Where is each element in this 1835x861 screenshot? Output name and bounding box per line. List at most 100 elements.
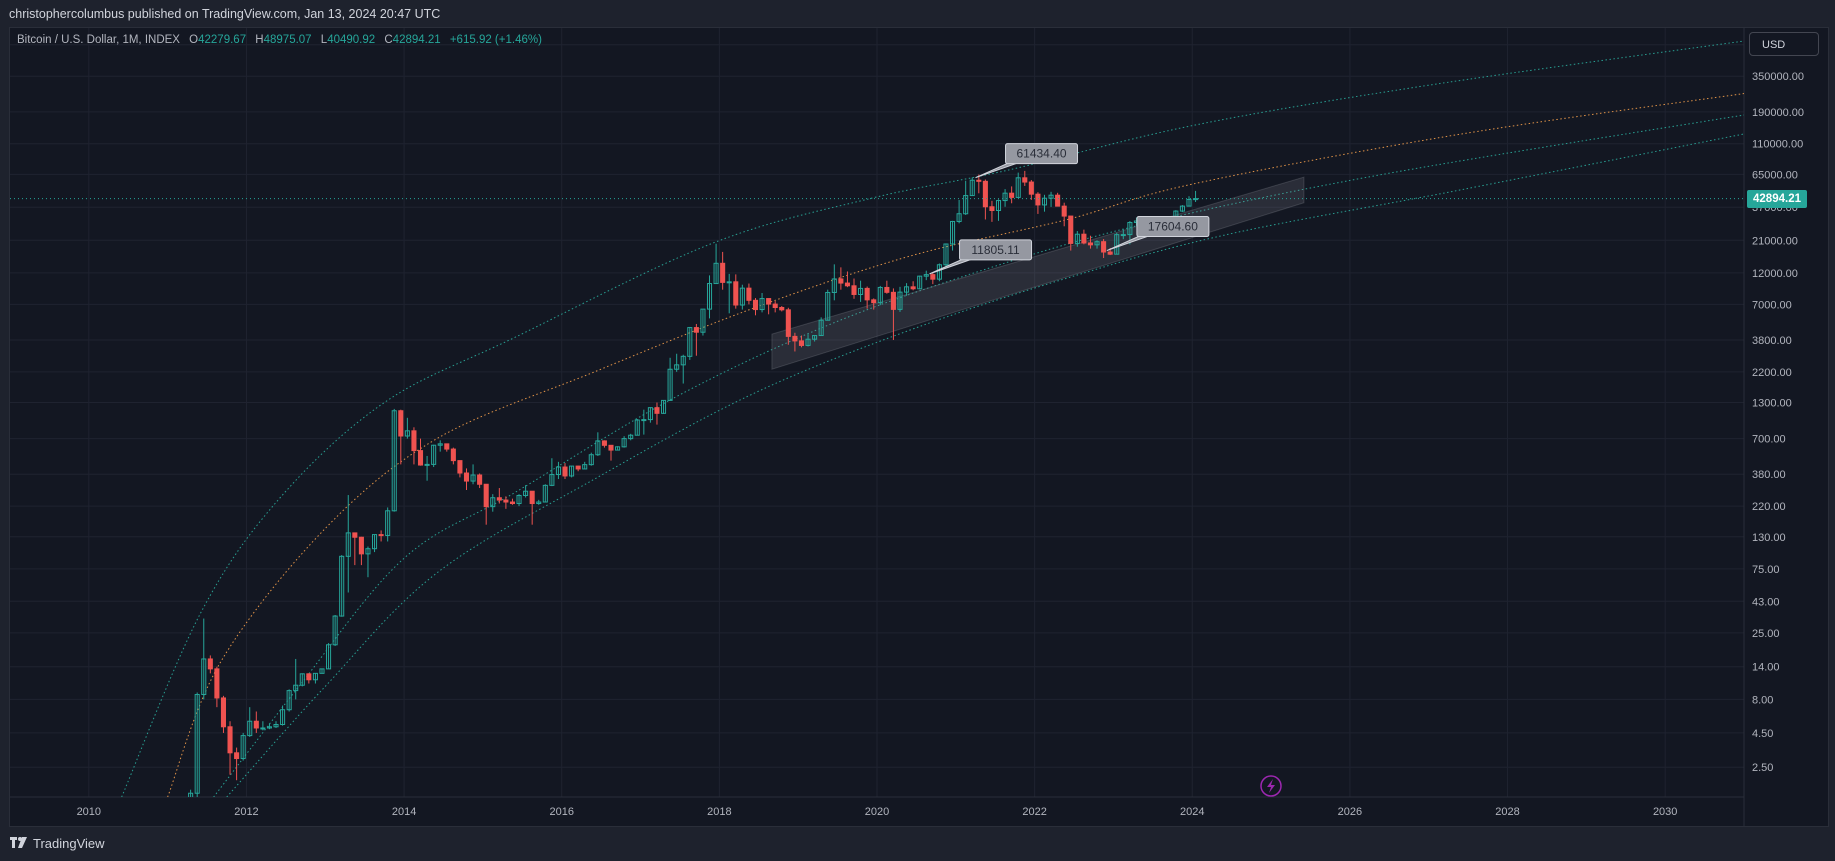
candle-body [496,497,502,501]
candle [509,498,516,505]
candle [785,307,791,345]
candle [253,711,259,733]
x-tick-label: 2010 [77,806,101,818]
candle-body [831,278,837,293]
candle-body [266,726,272,729]
y-tick-label: 21000.00 [1752,235,1798,247]
close-value: 42894.21 [392,34,441,46]
candle-body [516,494,522,505]
candle [411,427,417,465]
x-tick-label: 2014 [392,806,416,818]
candle-body [503,499,509,503]
x-tick-label: 2026 [1338,806,1362,818]
candle-body [680,355,686,366]
candle-body [352,532,358,538]
candle-body [1035,193,1041,206]
candle-body [608,444,614,451]
candle-body [1081,233,1087,244]
candle [792,332,798,352]
candle-body [1087,242,1094,246]
candle-body [457,460,463,474]
candle-body [549,474,555,486]
x-tick-label: 2016 [549,806,573,818]
x-tick-label: 2028 [1495,806,1519,818]
candle [332,615,338,646]
candle-body [542,484,548,503]
x-tick-label: 2020 [865,806,889,818]
candle-body [634,419,640,436]
y-tick-label: 220.00 [1752,501,1786,513]
x-tick-label: 2012 [234,806,258,818]
low-label: L [320,34,328,46]
candle [812,335,818,342]
candle-body [490,497,496,508]
candle [844,271,850,288]
candle-body [1074,233,1080,244]
candle-body [628,434,634,440]
candle [273,721,279,728]
candle-body [312,672,318,681]
candle-body [286,690,292,711]
candle-body [943,243,949,266]
candle-body [890,291,896,310]
candle [490,494,496,512]
candle-body [1015,177,1021,198]
candle [562,463,568,480]
candle-body [1068,215,1074,244]
footer-brand[interactable]: TradingView [33,836,105,851]
candle [286,689,292,712]
y-tick-label: 75.00 [1752,564,1780,576]
candle [858,280,864,302]
candle [437,440,443,452]
candle-body [969,179,975,197]
candle-body [569,465,575,477]
candle [1022,170,1028,186]
candle [588,452,594,466]
candle-body [798,340,805,346]
candle-body [417,450,424,466]
candle [1074,231,1080,247]
candle-body [825,291,831,321]
tradingview-logo-icon[interactable] [10,836,28,850]
candle-body [976,179,982,182]
candle [385,507,391,542]
lightning-icon[interactable] [1260,775,1282,797]
candle-body [260,727,266,730]
ohlc-legend: Bitcoin / U.S. Dollar, 1M, INDEX O42279.… [17,34,542,46]
candle [358,536,364,566]
candle [917,275,923,290]
candle [1002,189,1008,207]
candle [345,495,351,593]
candle [1101,239,1107,258]
currency-button[interactable]: USD [1749,32,1819,56]
high-label: H [255,34,264,46]
candle [818,317,824,337]
callout-label: 17604.60 [1148,220,1198,234]
price-callouts: 61434.40 11805.11 17604.60 [929,143,1210,275]
candle-body [463,472,470,482]
candle-body [877,286,883,304]
candle-body [529,490,535,505]
candle [1055,192,1061,207]
candle-body [1179,205,1185,212]
candle-body [792,335,798,342]
candle [194,692,200,797]
candle [739,284,745,310]
candle-body [326,644,332,670]
candle [930,272,936,285]
candle-body [936,264,942,280]
candle-body [1101,241,1107,253]
candle-body [345,532,351,557]
candle-body [595,440,601,456]
candle-body [424,463,430,466]
candle-body [897,291,903,310]
candle [326,643,332,670]
candle-body [766,298,772,305]
y-tick-label: 350000.00 [1752,71,1804,83]
candle-body [884,286,890,293]
chart-frame[interactable] [9,27,1829,827]
open-label: O [189,34,199,46]
candle-body [582,464,588,470]
candle [188,789,194,797]
